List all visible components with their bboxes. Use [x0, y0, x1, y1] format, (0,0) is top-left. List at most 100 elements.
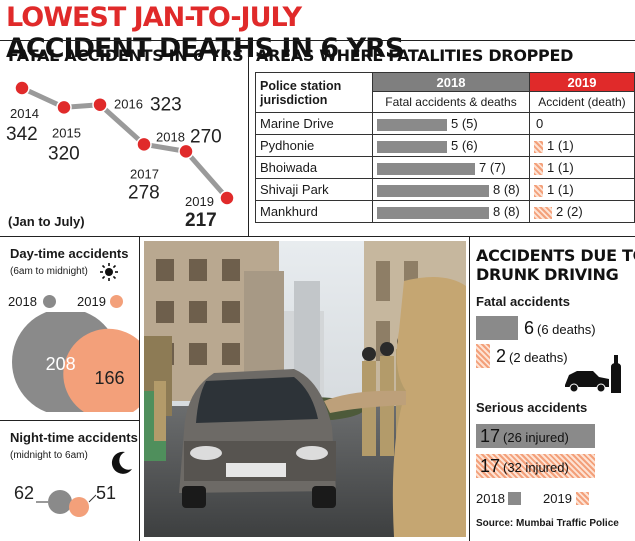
night-bubbles: 62 51: [14, 483, 116, 517]
fatal-value-label: 323: [150, 95, 182, 116]
fatal-point-2015: [56, 99, 72, 116]
areas-station-name: Marine Drive: [255, 112, 373, 135]
day-bubble-2019: [63, 328, 139, 412]
fatal-value-label: 342: [6, 124, 38, 145]
drunk-legend-2019-swatch: [576, 492, 589, 505]
night-title: Night-time accidents: [10, 430, 138, 445]
areas-year-2019: 2019: [529, 72, 635, 92]
drunk-legend-2019-label: 2019: [543, 491, 572, 506]
sun-icon: [100, 263, 118, 281]
areas-bar-2019: [534, 162, 543, 175]
fatal-year-label: 2014: [10, 106, 39, 121]
drunk-serious-label: Serious accidents: [476, 400, 588, 415]
areas-label-2019: 2 (2): [556, 204, 583, 219]
drunk-heading-line2: DRUNK DRIVING: [476, 265, 619, 284]
day-legend-2018-label: 2018: [8, 294, 37, 309]
divider-vertical-top: [248, 40, 249, 236]
areas-bar-2019: [534, 206, 552, 219]
day-value-2019: 166: [94, 368, 124, 388]
areas-station-name: Mankhurd: [255, 200, 373, 223]
areas-col-station: Police station jurisdiction: [255, 72, 373, 113]
fatal-year-label: 2016: [114, 97, 143, 112]
fatal-year-label: 2018: [156, 129, 185, 144]
fatal-value-label: 320: [48, 143, 80, 164]
areas-row: Pydhonie 5 (6) 1 (1): [255, 134, 635, 157]
day-legend-2019-label: 2019: [77, 294, 106, 309]
drunk-fatal-2019-label: 2 (2 deaths): [496, 346, 568, 366]
areas-label-2018: 5 (6): [451, 138, 478, 153]
areas-bar-2018: [377, 206, 489, 219]
source-note: Source: Mumbai Traffic Police: [476, 518, 619, 529]
fatal-point-2018: [178, 143, 194, 160]
areas-label-2019: 1 (1): [547, 138, 574, 153]
divider-vertical-right: [469, 236, 470, 541]
fatal-value-label: 270: [190, 126, 222, 147]
drunk-fatal-label: Fatal accidents: [476, 294, 570, 309]
fatal-6yrs-note: (Jan to July): [8, 214, 85, 229]
drunk-heading-line1: ACCIDENTS DUE TO: [476, 246, 635, 265]
day-legend-2018-dot: [43, 295, 56, 308]
night-bubble-2018: [48, 490, 72, 514]
day-subtitle: (6am to midnight): [10, 266, 88, 277]
fatal-value-label: 278: [128, 182, 160, 203]
middle-rule: [0, 236, 635, 237]
areas-sub-2018: Fatal accidents & deaths: [372, 91, 530, 113]
night-value-2019: 51: [96, 483, 116, 503]
areas-station-name: Shivaji Park: [255, 178, 373, 201]
areas-table: Police station jurisdiction 2018 2019 Fa…: [255, 72, 635, 223]
headline: LOWEST JAN-TO-JULY ACCIDENT DEATHS IN 6 …: [6, 2, 630, 64]
areas-row: Bhoiwada 7 (7) 1 (1): [255, 156, 635, 179]
night-subtitle: (midnight to 6am): [10, 450, 88, 461]
areas-row: Mankhurd 8 (8) 2 (2): [255, 200, 635, 223]
areas-station-name: Pydhonie: [255, 134, 373, 157]
drunk-serious-2018-bar: [476, 424, 595, 448]
title-rule: [0, 40, 635, 41]
drunk-legend-2018-label: 2018: [476, 491, 505, 506]
areas-label-2019: 1 (1): [547, 160, 574, 175]
night-leader-2019: [88, 494, 97, 503]
night-bubble-2019: [69, 497, 89, 517]
fatal-point-2016: [92, 96, 108, 113]
areas-label-2018: 8 (8): [493, 182, 520, 197]
fatal-year-label: 2017: [130, 166, 159, 181]
daynight-rule: [0, 420, 139, 421]
drunk-legend-2018-swatch: [508, 492, 521, 505]
areas-row: Shivaji Park 8 (8) 1 (1): [255, 178, 635, 201]
fatal-point-2017: [136, 136, 152, 153]
car-bottle-icon: [565, 355, 621, 393]
areas-label-2018: 8 (8): [493, 204, 520, 219]
areas-sub-2019: Accident (death): [529, 91, 635, 113]
fatal-value-label: 217: [185, 210, 217, 231]
areas-label-2019: 1 (1): [547, 182, 574, 197]
fatal-point-2019: [219, 190, 235, 206]
fatal-year-label: 2015: [52, 125, 81, 140]
day-value-2018: 208: [46, 354, 76, 374]
areas-label-2018: 7 (7): [479, 160, 506, 175]
fatal-6yrs-heading: FATAL ACCIDENTS IN 6 YRS: [8, 46, 244, 65]
divider-vertical-left: [139, 236, 140, 541]
drunk-serious-2018-label: 17 (26 injured): [480, 426, 569, 446]
moon-icon: [111, 451, 132, 474]
drunk-fatal-2019-bar: [476, 344, 490, 368]
areas-label-2018: 5 (5): [451, 116, 478, 131]
drunk-serious-2019-bar: [476, 454, 595, 478]
drunk-fatal-2018-bar: [476, 316, 518, 340]
areas-bar-2019: [534, 140, 543, 153]
areas-bar-2018: [377, 118, 447, 131]
areas-bar-2018: [377, 162, 475, 175]
fatal-year-label: 2019: [185, 194, 214, 209]
day-legend-2019-dot: [110, 295, 123, 308]
areas-year-2018: 2018: [372, 72, 530, 92]
drunk-fatal-2018-label: 6 (6 deaths): [524, 318, 596, 338]
headline-part-red: LOWEST JAN-TO-JULY: [6, 2, 302, 33]
day-title: Day-time accidents: [10, 246, 129, 261]
night-value-2018: 62: [14, 483, 34, 503]
areas-label-2019: 0: [536, 116, 544, 131]
traffic-police-photo: [144, 241, 466, 537]
areas-bar-2018: [377, 184, 489, 197]
areas-station-name: Bhoiwada: [255, 156, 373, 179]
areas-bar-2018: [377, 140, 447, 153]
headline-part-black: ACCIDENT DEATHS IN 6 YRS: [6, 33, 404, 64]
fatal-point-2014: [14, 80, 30, 96]
